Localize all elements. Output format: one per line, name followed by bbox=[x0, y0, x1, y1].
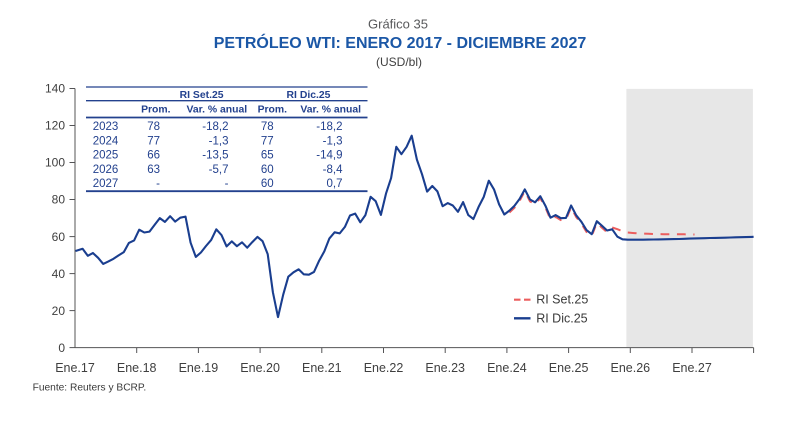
svg-text:-14,9: -14,9 bbox=[316, 150, 342, 162]
svg-text:Ene.27: Ene.27 bbox=[672, 361, 712, 375]
svg-text:2026: 2026 bbox=[93, 164, 119, 176]
svg-text:Ene.21: Ene.21 bbox=[302, 361, 342, 375]
svg-text:78: 78 bbox=[147, 121, 160, 133]
svg-text:Ene.26: Ene.26 bbox=[610, 361, 650, 375]
svg-text:Gráfico 35: Gráfico 35 bbox=[368, 17, 428, 32]
svg-text:65: 65 bbox=[261, 150, 274, 162]
svg-text:40: 40 bbox=[52, 267, 66, 281]
svg-text:-8,4: -8,4 bbox=[323, 164, 343, 176]
svg-text:Var. % anual: Var. % anual bbox=[300, 104, 361, 115]
svg-text:Fuente: Reuters y BCRP.: Fuente: Reuters y BCRP. bbox=[33, 383, 147, 394]
svg-text:Prom.: Prom. bbox=[141, 104, 171, 115]
svg-text:Ene.25: Ene.25 bbox=[549, 361, 589, 375]
svg-text:2023: 2023 bbox=[93, 121, 119, 133]
svg-text:140: 140 bbox=[45, 82, 65, 96]
svg-text:-13,5: -13,5 bbox=[202, 150, 228, 162]
svg-text:78: 78 bbox=[261, 121, 274, 133]
svg-text:-18,2: -18,2 bbox=[316, 121, 342, 133]
svg-text:77: 77 bbox=[147, 135, 160, 147]
svg-text:20: 20 bbox=[52, 304, 66, 318]
svg-text:Ene.23: Ene.23 bbox=[425, 361, 465, 375]
svg-text:Prom.: Prom. bbox=[258, 104, 288, 115]
svg-text:-1,3: -1,3 bbox=[209, 135, 229, 147]
svg-text:Ene.22: Ene.22 bbox=[364, 361, 404, 375]
svg-text:RI Set.25: RI Set.25 bbox=[536, 293, 588, 307]
svg-text:Ene.20: Ene.20 bbox=[240, 361, 280, 375]
svg-text:60: 60 bbox=[52, 230, 66, 244]
svg-text:RI Set.25: RI Set.25 bbox=[180, 90, 224, 101]
svg-text:Ene.17: Ene.17 bbox=[55, 361, 95, 375]
svg-text:60: 60 bbox=[261, 178, 274, 190]
svg-text:PETRÓLEO WTI: ENERO 2017 - DIC: PETRÓLEO WTI: ENERO 2017 - DICIEMBRE 202… bbox=[214, 33, 587, 52]
svg-text:63: 63 bbox=[147, 164, 160, 176]
svg-text:-5,7: -5,7 bbox=[209, 164, 229, 176]
svg-text:-18,2: -18,2 bbox=[202, 121, 228, 133]
svg-text:2025: 2025 bbox=[93, 150, 119, 162]
svg-text:(USD/bl): (USD/bl) bbox=[376, 55, 422, 69]
svg-text:0: 0 bbox=[58, 341, 65, 355]
svg-text:-: - bbox=[225, 178, 229, 190]
svg-text:80: 80 bbox=[52, 193, 66, 207]
svg-text:Ene.24: Ene.24 bbox=[487, 361, 527, 375]
svg-text:100: 100 bbox=[45, 156, 65, 170]
svg-text:120: 120 bbox=[45, 119, 65, 133]
svg-text:RI Dic.25: RI Dic.25 bbox=[287, 90, 331, 101]
svg-text:77: 77 bbox=[261, 135, 274, 147]
svg-text:0,7: 0,7 bbox=[327, 178, 343, 190]
svg-text:66: 66 bbox=[147, 150, 160, 162]
svg-text:RI Dic.25: RI Dic.25 bbox=[536, 312, 587, 326]
svg-text:Ene.18: Ene.18 bbox=[117, 361, 157, 375]
svg-text:Ene.19: Ene.19 bbox=[179, 361, 219, 375]
svg-text:Var. % anual: Var. % anual bbox=[186, 104, 247, 115]
svg-text:2024: 2024 bbox=[93, 135, 119, 147]
svg-text:60: 60 bbox=[261, 164, 274, 176]
svg-text:-1,3: -1,3 bbox=[323, 135, 343, 147]
svg-text:-: - bbox=[156, 178, 160, 190]
svg-text:2027: 2027 bbox=[93, 178, 119, 190]
